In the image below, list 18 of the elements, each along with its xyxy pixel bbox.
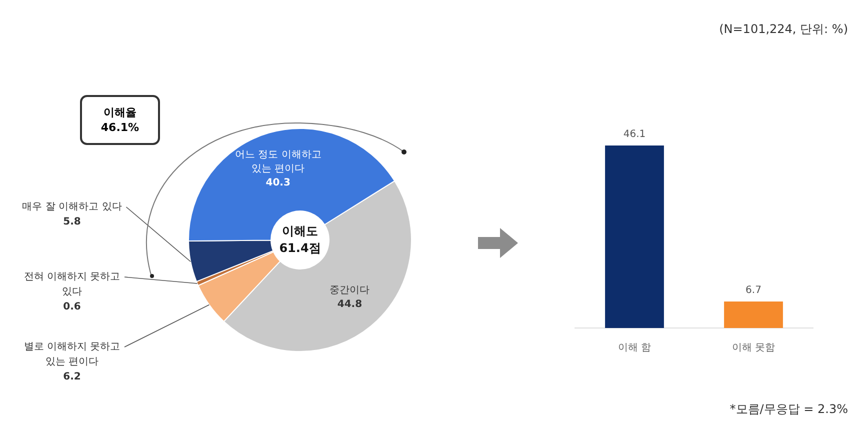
data-label: 6.2	[63, 372, 81, 383]
slice-label: 어느 정도 이해하고 있는 편이다	[234, 149, 322, 174]
text: 이해율 46.1%	[100, 105, 140, 135]
text: *모름/무응답 = 2.3%	[730, 402, 848, 416]
text: (N=101,224, 단위: %)	[719, 22, 848, 36]
x-tick-label: 이해 못함	[732, 342, 776, 354]
data-label: 5.8	[63, 216, 81, 228]
data-label: 46.1	[623, 129, 646, 140]
slice-label: 별로 이해하지 못하고 있는 편이다	[24, 342, 120, 368]
x-tick-label: 이해 함	[618, 342, 652, 354]
slice-label: 전혀 이해하지 못하고 있다	[24, 272, 120, 298]
text: 이해도 61.4점	[279, 224, 321, 256]
slice-label: 중간이다	[330, 285, 370, 296]
data-label: 6.7	[746, 285, 762, 296]
slice-label: 매우 잘 이해하고 있다	[22, 202, 122, 213]
data-label: 44.8	[337, 299, 362, 310]
data-label: 40.3	[266, 177, 290, 188]
data-label: 0.6	[63, 302, 81, 313]
